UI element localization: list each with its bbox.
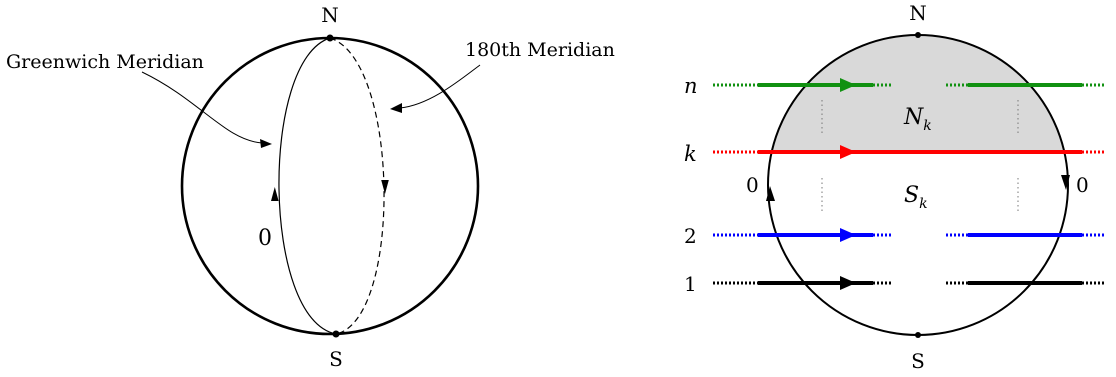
right-south-label: S (911, 349, 925, 373)
row-k-line (713, 145, 1104, 159)
left-south-label: S (329, 347, 343, 371)
meridian-180-label: 180th Meridian (465, 39, 615, 61)
meridian-180-pointer-head (390, 103, 402, 113)
row-1-line (713, 276, 1104, 290)
row-k-label: k (684, 142, 697, 166)
row-2-label: 2 (684, 224, 697, 248)
left-north-label: N (321, 3, 339, 27)
circle-left-up-arrow (766, 186, 775, 201)
right-sphere-diagram: N S n k 2 1 Nk Sk 0 0 (684, 1, 1104, 373)
greenwich-meridian-label: Greenwich Meridian (6, 51, 204, 73)
greenwich-pointer (141, 71, 263, 144)
left-north-pole-dot (326, 34, 334, 42)
right-south-pole-dot (915, 332, 921, 338)
row-1-label: 1 (684, 272, 697, 296)
greenwich-meridian (278, 37, 337, 335)
circle-right-down-arrow (1061, 175, 1070, 190)
meridian-180-down-arrow (381, 180, 389, 194)
right-north-pole-dot (915, 32, 921, 38)
greenwich-pointer-head (260, 139, 272, 148)
zero-right-label: 0 (1076, 173, 1089, 197)
right-north-label: N (909, 1, 927, 25)
left-zero-label: 0 (258, 226, 272, 251)
left-south-pole-dot (332, 330, 340, 338)
row-n-line (713, 78, 1104, 92)
greenwich-up-arrow (271, 187, 279, 201)
region-north-label: Nk (903, 105, 932, 134)
meridian-180-pointer (399, 64, 481, 109)
region-south-label: Sk (904, 183, 928, 212)
left-sphere-diagram: N S Greenwich Meridian 180th Meridian 0 (6, 3, 615, 371)
left-sphere (180, 36, 480, 336)
row-2-line (713, 228, 1104, 242)
row-n-label: n (684, 74, 698, 98)
northern-region-shade (768, 35, 1068, 152)
meridian-180 (329, 37, 385, 335)
zero-left-label: 0 (746, 173, 759, 197)
